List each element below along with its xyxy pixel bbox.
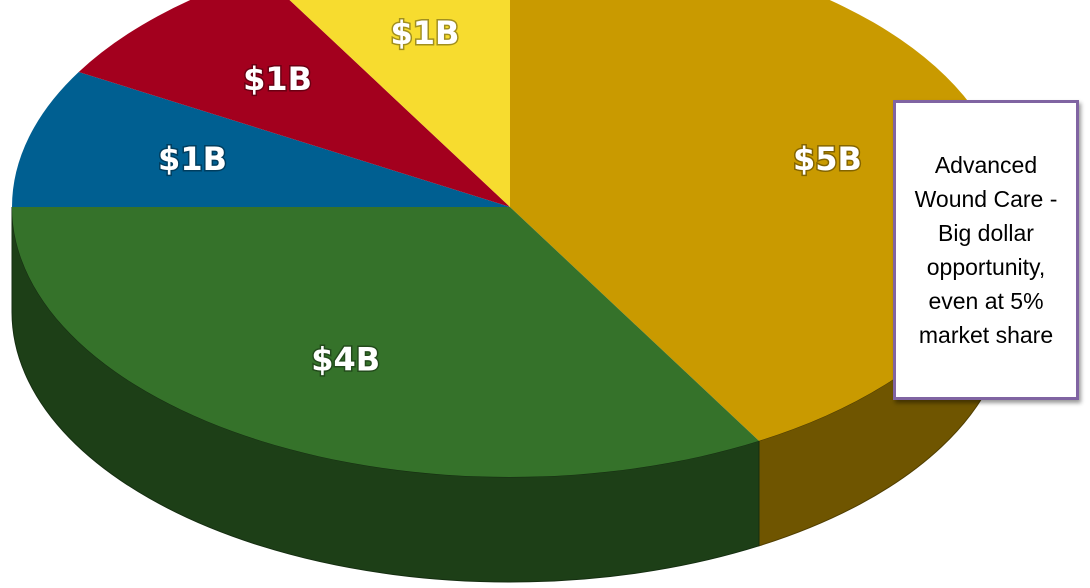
slice-side (11, 206, 760, 583)
value-label: $5B (793, 140, 862, 178)
callout: Advanced Wound Care - Big dollar opportu… (893, 100, 1079, 400)
slice (12, 207, 759, 477)
slice (12, 72, 510, 207)
value-label: $4B (311, 340, 380, 378)
slice (289, 0, 510, 207)
value-label: $1B (243, 60, 312, 98)
slice (78, 0, 510, 207)
slice (510, 0, 1008, 441)
value-label: $1B (158, 140, 227, 178)
value-label: $1B (390, 14, 459, 52)
